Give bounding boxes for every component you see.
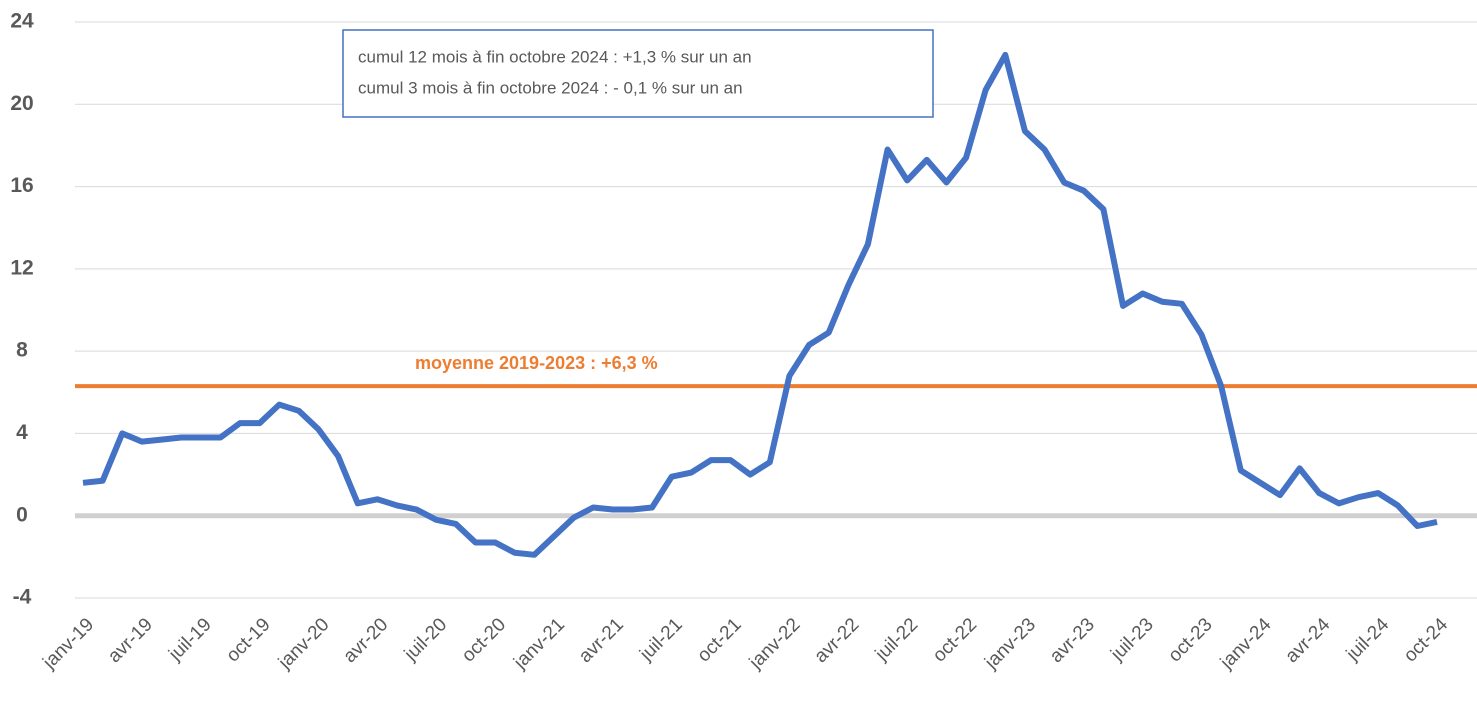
x-tick-label: avr-19 [104, 614, 157, 667]
y-tick-label: 20 [10, 92, 33, 115]
annotation: cumul 12 mois à fin octobre 2024 : +1,3 … [358, 47, 752, 66]
x-tick-label: janv-23 [980, 614, 1040, 674]
x-tick-label: oct-23 [1164, 614, 1216, 666]
y-tick-label: -4 [13, 586, 32, 609]
x-tick-label: janv-24 [1216, 614, 1276, 674]
y-tick-label: 24 [10, 10, 34, 33]
x-tick-label: janv-19 [38, 614, 98, 674]
x-tick-label: avr-23 [1046, 614, 1099, 667]
x-tick-label: avr-20 [339, 614, 392, 667]
x-tick-label: juil-20 [400, 614, 451, 665]
x-tick-label: avr-22 [810, 614, 863, 667]
x-tick-label: oct-24 [1400, 614, 1452, 666]
x-tick-label: janv-20 [274, 614, 334, 674]
x-tick-label: oct-19 [222, 614, 274, 666]
y-tick-label: 12 [10, 256, 33, 279]
x-tick-label: juil-23 [1106, 614, 1157, 665]
annotation: cumul 3 mois à fin octobre 2024 : - 0,1 … [358, 78, 743, 97]
x-tick-label: juil-22 [871, 614, 922, 665]
x-tick-label: janv-22 [745, 614, 805, 674]
x-tick-label: oct-22 [929, 614, 981, 666]
x-tick-label: avr-21 [575, 614, 628, 667]
x-tick-label: oct-21 [693, 614, 745, 666]
x-tick-label: avr-24 [1281, 614, 1334, 667]
annotation-box [342, 29, 934, 118]
y-tick-label: 0 [16, 503, 28, 526]
x-tick-label: juil-21 [635, 614, 686, 665]
reference-label: moyenne 2019-2023 : +6,3 % [415, 353, 658, 373]
x-tick-label: oct-20 [458, 614, 510, 666]
y-tick-label: 4 [16, 421, 28, 444]
x-tick-label: juil-19 [164, 614, 215, 665]
y-tick-label: 16 [10, 174, 33, 197]
x-tick-label: juil-24 [1342, 614, 1394, 666]
y-tick-label: 8 [16, 339, 28, 362]
x-tick-label: janv-21 [509, 614, 569, 674]
line-series [82, 51, 1438, 558]
